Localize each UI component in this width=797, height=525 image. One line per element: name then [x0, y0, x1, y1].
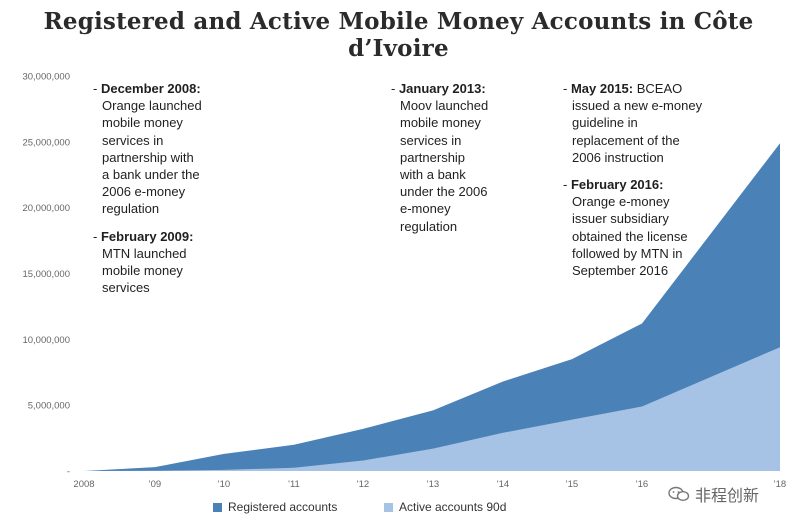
series-area-active [84, 347, 780, 471]
annotation-line: obtained the license [572, 228, 688, 244]
annotation-line: services in [400, 132, 462, 148]
x-tick-label: '12 [357, 479, 369, 490]
annotation-line: Orange e-money [572, 194, 670, 210]
annotation-heading: - May 2015: BCEAO [563, 81, 683, 96]
annotation-line: under the 2006 [400, 184, 488, 200]
y-tick-label: - [67, 467, 70, 478]
legend-label-active: Active accounts 90d [399, 500, 507, 514]
series-area-registered [84, 143, 780, 471]
y-tick-label: 5,000,000 [28, 401, 70, 412]
annotation-line: Orange launched [102, 98, 202, 114]
annotation-heading: - February 2016: [563, 177, 664, 193]
annotation-line: mobile money [102, 115, 183, 131]
x-tick-label: '14 [497, 479, 509, 490]
y-tick-label: 15,000,000 [22, 269, 70, 280]
y-tick-label: 10,000,000 [22, 335, 70, 346]
annotation-entry: - February 2016: Orange e-money issuer sub… [563, 176, 702, 279]
annotation-line: September 2016 [572, 263, 669, 279]
annotation-line: partnership [400, 149, 466, 165]
x-tick-label: '16 [636, 479, 648, 490]
annotation-line: partnership with [102, 149, 194, 165]
annotation-line: replacement of the [572, 132, 680, 148]
annotation-line: a bank under the [102, 167, 200, 183]
annotation-line: services in [102, 132, 164, 148]
annotation-2013: - January 2013: Moov launched mobile money… [391, 80, 488, 245]
annotation-line: regulation [400, 218, 458, 234]
y-tick-label: 25,000,000 [22, 137, 70, 148]
annotation-entry: - May 2015: BCEAO issued a new e-money gui… [563, 80, 702, 166]
legend-active: Active accounts 90d [384, 500, 506, 514]
annotation-line: issued a new e-money [572, 98, 703, 114]
annotation-line: issuer subsidiary [572, 211, 669, 227]
y-tick-label: 20,000,000 [22, 203, 70, 214]
watermark: 非程创新 [668, 482, 759, 506]
y-tick-label: 30,000,000 [22, 72, 70, 83]
legend-registered: Registered accounts [213, 500, 337, 514]
annotation-line: MTN launched [102, 245, 187, 261]
chart-title: Registered and Active Mobile Money Accou… [43, 8, 754, 62]
annotation-line: 2006 instruction [572, 149, 664, 165]
annotation-entry: - December 2008: Orange launched mobile mo… [93, 80, 202, 218]
x-tick-label: '10 [218, 479, 230, 490]
x-tick-label: 2008 [73, 479, 94, 490]
annotation-line: mobile money [102, 263, 183, 279]
x-tick-label: '18 [774, 479, 786, 490]
x-tick-label: '09 [149, 479, 161, 490]
annotation-heading: - February 2009: [93, 228, 194, 244]
annotation-2008-2009: - December 2008: Orange launched mobile mo… [93, 80, 202, 306]
annotation-entry: - February 2009: MTN launched mobile money… [93, 228, 202, 297]
legend-swatch-registered [213, 502, 222, 512]
legend-swatch-active [384, 502, 393, 512]
annotation-heading: - December 2008: [93, 81, 201, 96]
annotation-line: regulation [102, 201, 160, 217]
wechat-logo-icon [668, 486, 690, 502]
annotation-line: e-money [400, 201, 451, 217]
annotation-line: services [102, 280, 150, 296]
annotation-line: with a bank [400, 167, 466, 183]
annotation-line: 2006 e-money [102, 184, 186, 200]
x-tick-label: '15 [566, 479, 578, 490]
annotation-2015-2016: - May 2015: BCEAO issued a new e-money gui… [563, 80, 702, 289]
annotation-heading: - January 2013: [391, 81, 486, 96]
annotation-line: followed by MTN in [572, 245, 683, 261]
annotation-line: Moov launched [400, 98, 489, 114]
annotation-entry: - January 2013: Moov launched mobile money… [391, 80, 488, 235]
annotation-line: mobile money [400, 115, 481, 131]
watermark-text: 非程创新 [695, 488, 760, 505]
legend-label-registered: Registered accounts [228, 500, 338, 514]
x-tick-label: '13 [427, 479, 439, 490]
x-tick-label: '11 [288, 479, 300, 490]
annotation-line: guideline in [572, 115, 638, 131]
